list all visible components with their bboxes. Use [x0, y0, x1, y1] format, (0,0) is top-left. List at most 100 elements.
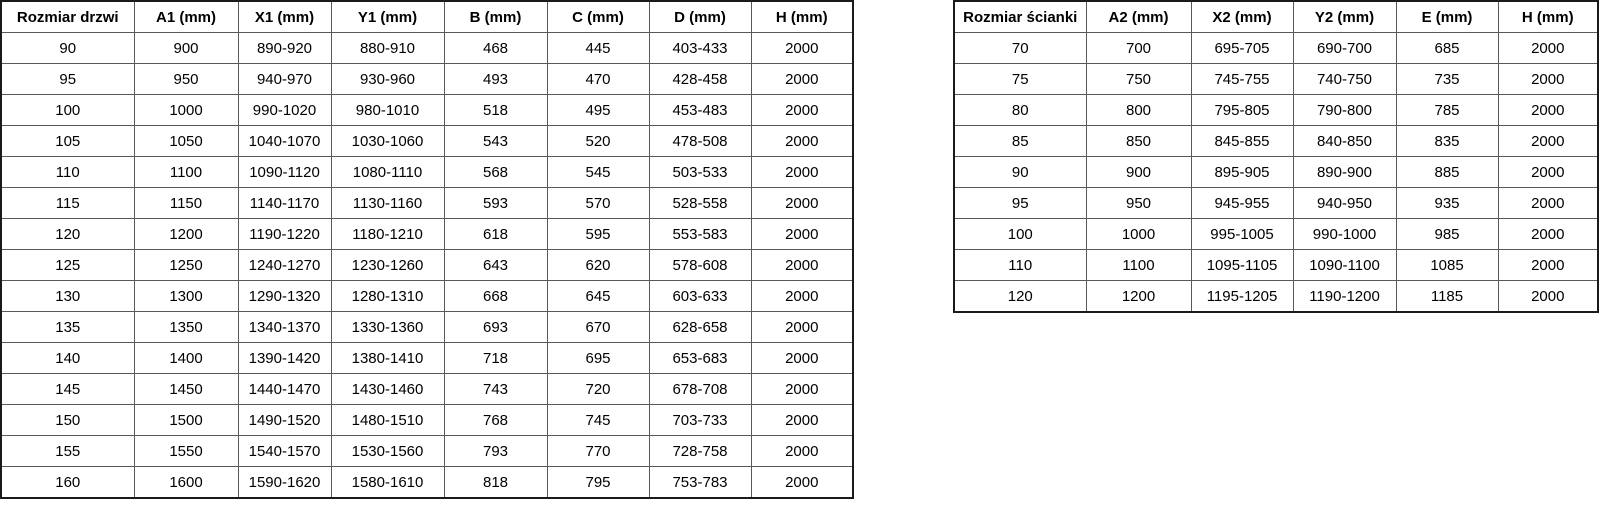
table-cell: 545: [546, 156, 650, 188]
table-row: 80 800 795-805 790-800 785 2000: [953, 94, 1599, 126]
table-cell: 1150: [133, 187, 239, 219]
table-cell: 90: [0, 32, 135, 64]
table-row: 110 1100 1090-1120 1080-1110 568 545 503-533 20…: [0, 156, 854, 188]
table-row: 130 1300 1290-1320 1280-1310 668 645 603-633 20…: [0, 280, 854, 312]
table-cell: 520: [546, 125, 650, 157]
table-cell: 1040-1070: [237, 125, 332, 157]
table-row: 100 1000 995-1005 990-1000 985 2000: [953, 218, 1599, 250]
table-cell: 100: [953, 218, 1087, 250]
table-cell: 2000: [750, 466, 854, 499]
table-cell: 1190-1220: [237, 218, 332, 250]
table-cell: 1000: [1085, 218, 1192, 250]
table-cell: 1240-1270: [237, 249, 332, 281]
table-cell: 753-783: [648, 466, 752, 499]
table-row: 135 1350 1340-1370 1330-1360 693 670 628-658 20…: [0, 311, 854, 343]
table-cell: 75: [953, 63, 1087, 95]
table-cell: 1085: [1395, 249, 1499, 281]
table-cell: 578-608: [648, 249, 752, 281]
table-cell: 1350: [133, 311, 239, 343]
table-cell: 1100: [1085, 249, 1192, 281]
table-cell: 800: [1085, 94, 1192, 126]
table-row: 90 900 895-905 890-900 885 2000: [953, 156, 1599, 188]
table-cell: 1140-1170: [237, 187, 332, 219]
table-cell: 740-750: [1292, 63, 1397, 95]
table-cell: 1380-1410: [330, 342, 445, 374]
table-cell: 80: [953, 94, 1087, 126]
table-cell: 1250: [133, 249, 239, 281]
table-cell: 895-905: [1190, 156, 1294, 188]
table-cell: 940-970: [237, 63, 332, 95]
table-cell: 70: [953, 32, 1087, 64]
table-cell: 2000: [750, 249, 854, 281]
column-header: H (mm): [750, 0, 854, 33]
table-cell: 1390-1420: [237, 342, 332, 374]
table-cell: 503-533: [648, 156, 752, 188]
table-cell: 1100: [133, 156, 239, 188]
table-cell: 1050: [133, 125, 239, 157]
table-row: 120 1200 1195-1205 1190-1200 1185 2000: [953, 280, 1599, 313]
table-cell: 495: [546, 94, 650, 126]
table-cell: 1490-1520: [237, 404, 332, 436]
door-sizes-table: Rozmiar drzwi A1 (mm) X1 (mm) Y1 (mm) B (mm)…: [0, 0, 854, 499]
table-row: 95 950 940-970 930-960 493 470 428-458 2000: [0, 63, 854, 95]
wall-panel-sizes-table: Rozmiar ścianki A2 (mm) X2 (mm) Y2 (mm) E (m…: [953, 0, 1599, 313]
table-cell: 1580-1610: [330, 466, 445, 499]
table-cell: 653-683: [648, 342, 752, 374]
table-cell: 703-733: [648, 404, 752, 436]
table-cell: 980-1010: [330, 94, 445, 126]
table-cell: 745: [546, 404, 650, 436]
table-cell: 1550: [133, 435, 239, 467]
table-cell: 1095-1105: [1190, 249, 1294, 281]
table-cell: 1590-1620: [237, 466, 332, 499]
table-cell: 950: [1085, 187, 1192, 219]
column-header: X2 (mm): [1190, 0, 1294, 33]
table-cell: 2000: [750, 404, 854, 436]
table-cell: 1130-1160: [330, 187, 445, 219]
column-header: B (mm): [443, 0, 548, 33]
table-cell: 2000: [1497, 125, 1599, 157]
table-cell: 690-700: [1292, 32, 1397, 64]
table-row: 75 750 745-755 740-750 735 2000: [953, 63, 1599, 95]
table-cell: 1500: [133, 404, 239, 436]
table-cell: 160: [0, 466, 135, 499]
table-cell: 720: [546, 373, 650, 405]
table-cell: 1200: [1085, 280, 1192, 313]
table-cell: 793: [443, 435, 548, 467]
table-cell: 628-658: [648, 311, 752, 343]
table-cell: 403-433: [648, 32, 752, 64]
table-cell: 1300: [133, 280, 239, 312]
table-cell: 1030-1060: [330, 125, 445, 157]
table-cell: 1340-1370: [237, 311, 332, 343]
table-row: 155 1550 1540-1570 1530-1560 793 770 728-758 20…: [0, 435, 854, 467]
table-cell: 685: [1395, 32, 1499, 64]
table-cell: 2000: [750, 218, 854, 250]
table-cell: 618: [443, 218, 548, 250]
table-cell: 1080-1110: [330, 156, 445, 188]
column-header: H (mm): [1497, 0, 1599, 33]
table-row: 95 950 945-955 940-950 935 2000: [953, 187, 1599, 219]
table-cell: 130: [0, 280, 135, 312]
table-cell: 2000: [1497, 94, 1599, 126]
table-cell: 995-1005: [1190, 218, 1294, 250]
table-row: 125 1250 1240-1270 1230-1260 643 620 578-608 20…: [0, 249, 854, 281]
table-cell: 768: [443, 404, 548, 436]
table-cell: 835: [1395, 125, 1499, 157]
table-cell: 1280-1310: [330, 280, 445, 312]
table-cell: 2000: [750, 63, 854, 95]
table-cell: 518: [443, 94, 548, 126]
column-header: A1 (mm): [133, 0, 239, 33]
table-cell: 620: [546, 249, 650, 281]
column-header: D (mm): [648, 0, 752, 33]
table-cell: 2000: [750, 156, 854, 188]
table-cell: 568: [443, 156, 548, 188]
table-cell: 2000: [750, 280, 854, 312]
table-cell: 445: [546, 32, 650, 64]
table-cell: 468: [443, 32, 548, 64]
table-cell: 845-855: [1190, 125, 1294, 157]
table-cell: 110: [0, 156, 135, 188]
table-cell: 1600: [133, 466, 239, 499]
table-cell: 2000: [750, 32, 854, 64]
table-cell: 718: [443, 342, 548, 374]
column-header: E (mm): [1395, 0, 1499, 33]
table-cell: 785: [1395, 94, 1499, 126]
